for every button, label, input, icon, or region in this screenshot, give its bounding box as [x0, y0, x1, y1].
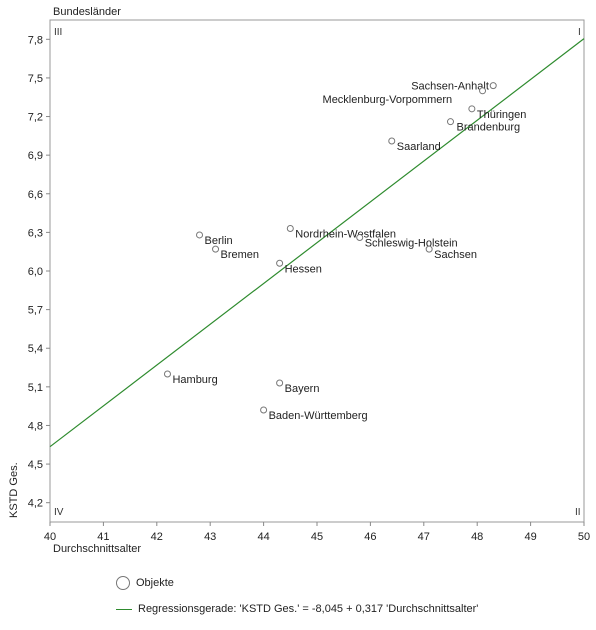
- x-tick-label: 44: [257, 531, 269, 543]
- data-point: [163, 370, 171, 378]
- point-label: Berlin: [205, 235, 233, 247]
- y-tick-label: 5,7: [28, 305, 43, 317]
- y-tick-label: 6,0: [28, 266, 43, 278]
- data-point: [286, 225, 294, 233]
- x-tick-label: 42: [151, 531, 163, 543]
- x-tick-label: 47: [418, 531, 430, 543]
- y-tick-label: 7,8: [28, 34, 43, 46]
- data-point: [489, 82, 497, 90]
- circle-marker-icon: [116, 576, 130, 590]
- y-tick-label: 7,5: [28, 73, 43, 85]
- x-axis-ticks: 40 41 42 43 44 45 46 47 48 49 50: [44, 522, 590, 543]
- data-point: [212, 245, 220, 253]
- quadrant-label-bottom-left: IV: [54, 507, 64, 518]
- legend-label-regression: Regressionsgerade: 'KSTD Ges.' = -8,045 …: [138, 603, 479, 615]
- x-tick-label: 48: [471, 531, 483, 543]
- x-tick-label: 49: [524, 531, 536, 543]
- data-point: [479, 87, 487, 95]
- y-axis-ticks: 4,2 4,5 4,8 5,1 5,4 5,7 6,0 6,3 6,6 6,9 7,2 7,5 7,8: [28, 34, 50, 510]
- data-point: [276, 259, 284, 267]
- data-point: [356, 234, 364, 242]
- regression-line: [49, 38, 585, 448]
- x-tick-label: 43: [204, 531, 216, 543]
- data-point: [468, 105, 476, 113]
- y-tick-label: 6,6: [28, 189, 43, 201]
- x-tick-label: 50: [578, 531, 590, 543]
- point-label: Baden-Württemberg: [269, 410, 368, 422]
- point-label: Hessen: [285, 263, 322, 275]
- data-point: [447, 118, 454, 126]
- y-axis-label: KSTD Ges.: [8, 462, 20, 518]
- data-point: [260, 406, 268, 414]
- x-tick-label: 46: [364, 531, 376, 543]
- y-tick-label: 7,2: [28, 112, 43, 124]
- x-tick-label: 41: [97, 531, 109, 543]
- point-label: Sachsen: [434, 249, 477, 261]
- line-marker-icon: [116, 608, 132, 610]
- chart-title: Bundesländer: [53, 6, 121, 18]
- y-tick-label: 4,2: [28, 498, 43, 510]
- legend: Objekte Regressionsgerade: 'KSTD Ges.' =…: [116, 570, 478, 622]
- point-label: Thüringen: [477, 109, 527, 121]
- quadrant-label-top-left: III: [54, 27, 62, 38]
- legend-label-objects: Objekte: [136, 577, 174, 589]
- data-point: [388, 137, 396, 145]
- point-label: Bremen: [221, 249, 260, 261]
- point-label: Bayern: [285, 383, 320, 395]
- point-label: Saarland: [397, 141, 441, 153]
- legend-item-regression: Regressionsgerade: 'KSTD Ges.' = -8,045 …: [116, 596, 478, 622]
- quadrant-label-top-right: I: [578, 27, 581, 38]
- point-label: Nordrhein-Westfalen: [295, 229, 396, 241]
- x-tick-label: 40: [44, 531, 56, 543]
- y-tick-label: 6,3: [28, 227, 43, 239]
- point-label: Sachsen-Anhalt: [411, 81, 489, 93]
- quadrant-label-bottom-right: II: [575, 507, 581, 518]
- regression-line-group: [49, 38, 585, 448]
- data-point: [425, 245, 433, 253]
- y-tick-label: 6,9: [28, 150, 43, 162]
- x-tick-label: 45: [311, 531, 323, 543]
- point-label: Schleswig-Holstein: [365, 238, 458, 250]
- y-tick-label: 4,8: [28, 420, 43, 432]
- point-label: Brandenburg: [457, 122, 521, 134]
- point-label: Mecklenburg-Vorpommern: [323, 94, 453, 106]
- x-axis-label: Durchschnittsalter: [53, 543, 141, 555]
- data-point: [196, 231, 204, 239]
- data-point: [276, 379, 284, 387]
- y-tick-label: 4,5: [28, 459, 43, 471]
- y-tick-label: 5,4: [28, 343, 43, 355]
- legend-item-objects: Objekte: [116, 570, 478, 596]
- point-label: Hamburg: [172, 374, 217, 386]
- y-tick-label: 5,1: [28, 382, 43, 394]
